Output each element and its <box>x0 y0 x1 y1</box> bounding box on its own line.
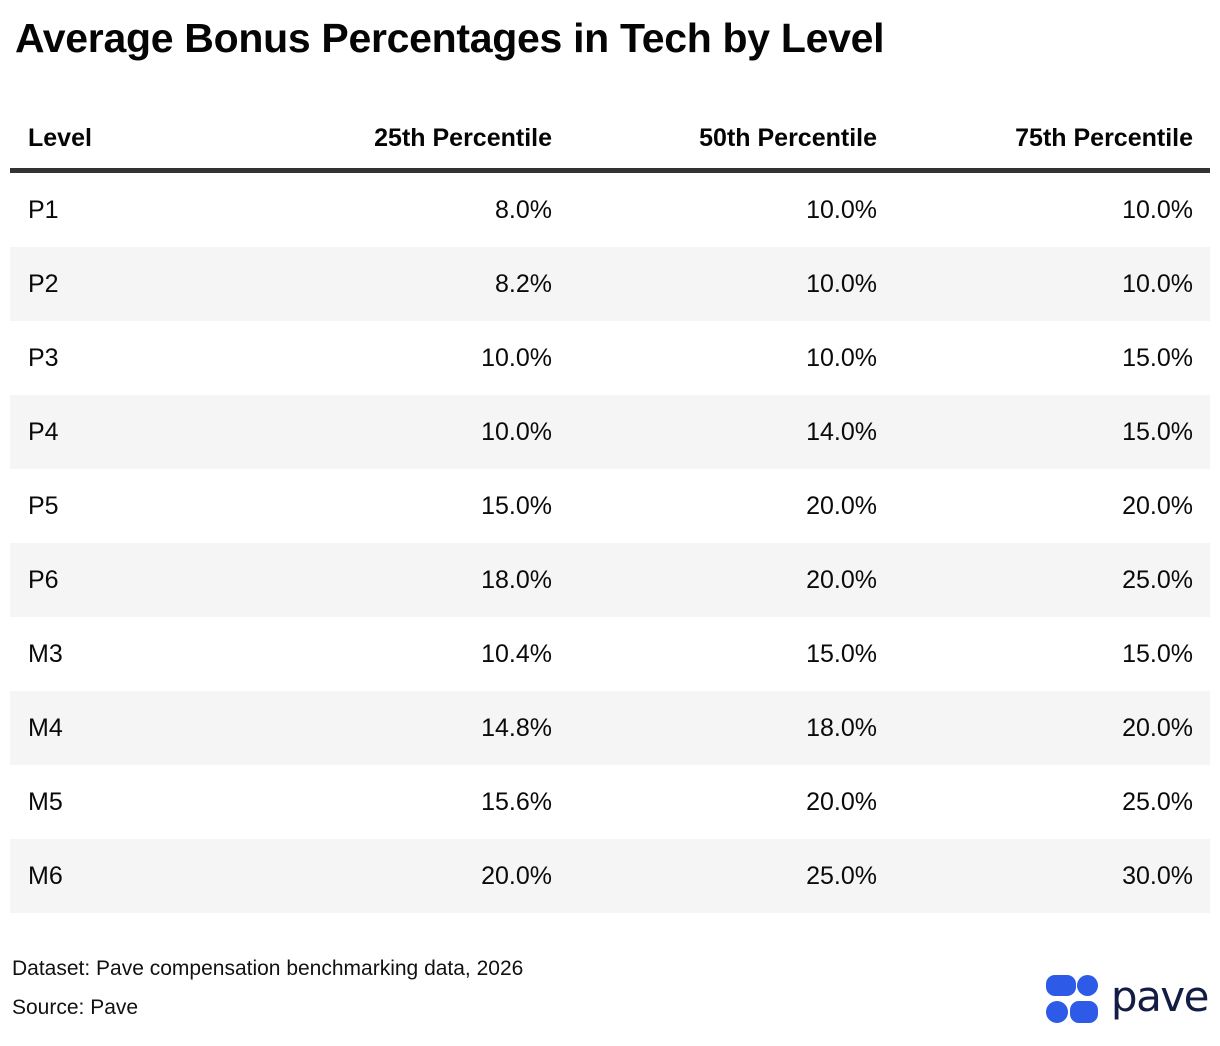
level-cell: M5 <box>28 787 63 816</box>
table-body: P1 8.0% 10.0% 10.0% P2 8.2% 10.0% 10.0% … <box>10 171 1210 913</box>
level-cell: P4 <box>28 417 59 446</box>
column-header-level: Level <box>10 108 250 173</box>
p75-cell: 25.0% <box>1122 565 1193 594</box>
column-header-25th-percentile: 25th Percentile <box>250 108 569 173</box>
p25-cell: 10.0% <box>481 343 552 372</box>
p75-cell: 30.0% <box>1122 861 1193 890</box>
pave-logo-icon <box>1045 975 1098 1023</box>
table-row: P5 15.0% 20.0% 20.0% <box>10 469 1210 543</box>
level-cell: P3 <box>28 343 59 372</box>
p75-cell: 15.0% <box>1122 343 1193 372</box>
column-header-50th-percentile: 50th Percentile <box>569 108 894 173</box>
p75-cell: 15.0% <box>1122 417 1193 446</box>
p75-cell: 10.0% <box>1122 269 1193 298</box>
table-row: M5 15.6% 20.0% 25.0% <box>10 765 1210 839</box>
footer: Dataset: Pave compensation benchmarking … <box>12 949 1210 1027</box>
p25-cell: 20.0% <box>481 861 552 890</box>
bonus-table-container: Level 25th Percentile 50th Percentile 75… <box>10 108 1210 913</box>
p50-cell: 25.0% <box>806 861 877 890</box>
level-cell: P1 <box>28 195 59 224</box>
source-note: Source: Pave <box>12 996 139 1019</box>
table-row: P2 8.2% 10.0% 10.0% <box>10 247 1210 321</box>
p50-cell: 20.0% <box>806 787 877 816</box>
p25-cell: 10.4% <box>481 639 552 668</box>
column-header-75th-percentile: 75th Percentile <box>894 108 1210 173</box>
footer-notes: Dataset: Pave compensation benchmarking … <box>12 949 523 1027</box>
dataset-note: Dataset: Pave compensation benchmarking … <box>12 957 524 980</box>
level-cell: M4 <box>28 713 63 742</box>
p50-cell: 10.0% <box>806 269 877 298</box>
p25-cell: 8.2% <box>495 269 552 298</box>
p50-cell: 20.0% <box>806 491 877 520</box>
p75-cell: 20.0% <box>1122 491 1193 520</box>
p50-cell: 15.0% <box>806 639 877 668</box>
pave-wordmark: pave <box>1110 972 1210 1021</box>
p25-cell: 18.0% <box>481 565 552 594</box>
p50-cell: 14.0% <box>806 417 877 446</box>
level-cell: P2 <box>28 269 59 298</box>
table-row: P1 8.0% 10.0% 10.0% <box>10 171 1210 248</box>
p25-cell: 14.8% <box>481 713 552 742</box>
p25-cell: 8.0% <box>495 195 552 224</box>
p25-cell: 10.0% <box>481 417 552 446</box>
table-row: M4 14.8% 18.0% 20.0% <box>10 691 1210 765</box>
table-row: P6 18.0% 20.0% 25.0% <box>10 543 1210 617</box>
table-row: M3 10.4% 15.0% 15.0% <box>10 617 1210 691</box>
p75-cell: 20.0% <box>1122 713 1193 742</box>
table-row: P3 10.0% 10.0% 15.0% <box>10 321 1210 395</box>
p50-cell: 10.0% <box>806 343 877 372</box>
table-row: P4 10.0% 14.0% 15.0% <box>10 395 1210 469</box>
p50-cell: 20.0% <box>806 565 877 594</box>
level-cell: P6 <box>28 565 59 594</box>
p25-cell: 15.6% <box>481 787 552 816</box>
level-cell: P5 <box>28 491 59 520</box>
table-header-row: Level 25th Percentile 50th Percentile 75… <box>10 108 1210 173</box>
p75-cell: 15.0% <box>1122 639 1193 668</box>
level-cell: M3 <box>28 639 63 668</box>
p75-cell: 10.0% <box>1122 195 1193 224</box>
p50-cell: 18.0% <box>806 713 877 742</box>
page-title: Average Bonus Percentages in Tech by Lev… <box>15 15 885 61</box>
p75-cell: 25.0% <box>1122 787 1193 816</box>
table-row: M6 20.0% 25.0% 30.0% <box>10 839 1210 913</box>
level-cell: M6 <box>28 861 63 890</box>
pave-logo: pave <box>1045 972 1210 1027</box>
bonus-table: Level 25th Percentile 50th Percentile 75… <box>10 108 1210 913</box>
p25-cell: 15.0% <box>481 491 552 520</box>
p50-cell: 10.0% <box>806 195 877 224</box>
